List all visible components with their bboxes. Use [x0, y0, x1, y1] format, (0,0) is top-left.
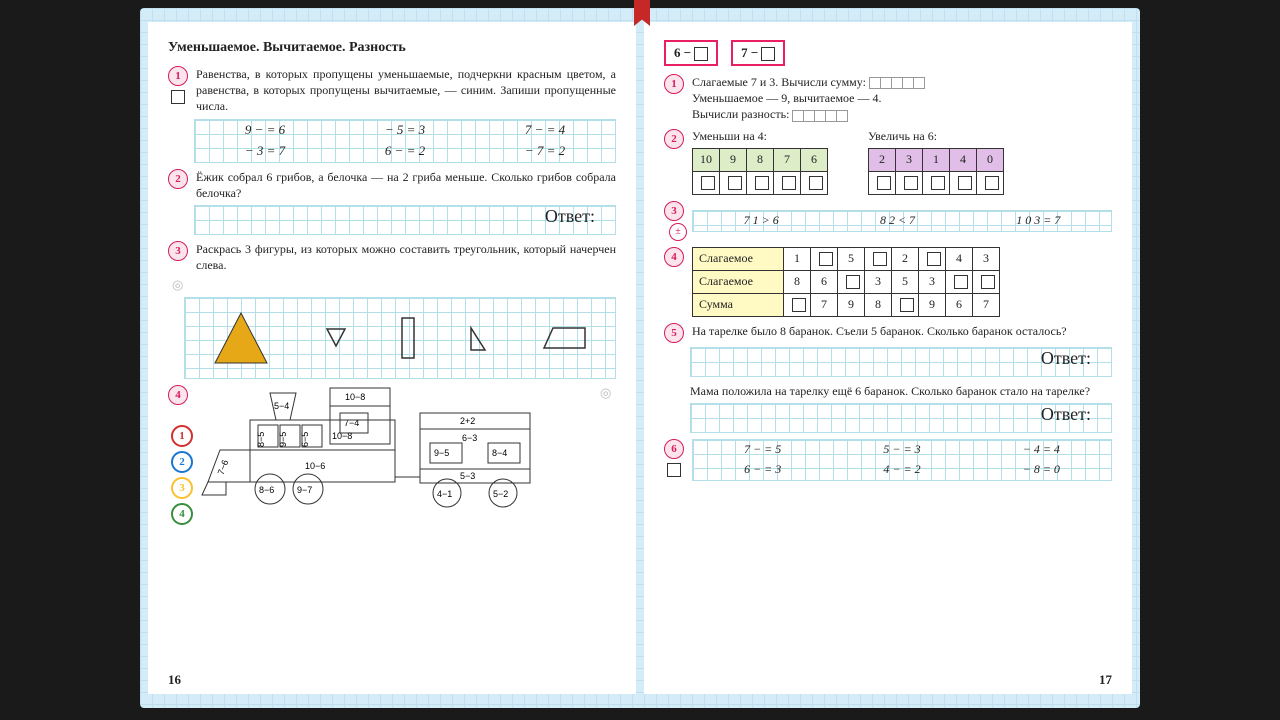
svg-text:8−4: 8−4 [492, 448, 507, 458]
r-num-2: 2 [664, 129, 684, 149]
svg-text:4−1: 4−1 [437, 489, 452, 499]
r-num-1: 1 [664, 74, 684, 94]
r-answer-2: Ответ: [690, 403, 1112, 433]
pencil-icon-2: ◎ [600, 385, 611, 527]
svg-text:10−8: 10−8 [332, 431, 352, 441]
r-num-4: 4 [664, 247, 684, 267]
pencil-icon: ◎ [172, 277, 616, 293]
page-num-right: 17 [1099, 672, 1112, 688]
triangle-filled-icon [211, 308, 271, 368]
triangle-small-icon [324, 326, 348, 350]
task-1: 1 Равенства, в которых пропущены уменьша… [168, 66, 616, 115]
viewer: Уменьшаемое. Вычитаемое. Разность 1 Раве… [0, 0, 1280, 720]
task-1-text: Равенства, в которых пропущены уменьшаем… [196, 66, 616, 115]
rectangle-icon [400, 316, 416, 360]
svg-text:8−5: 8−5 [256, 432, 266, 447]
task-3: 3 Раскрась 3 фигуры, из которых можно со… [168, 241, 616, 273]
svg-text:9−5: 9−5 [278, 432, 288, 447]
r-num-5: 5 [664, 323, 684, 343]
svg-text:9−7: 9−7 [297, 485, 312, 495]
r-task-6: 6 7 − = 55 − = 3 − 4 = 4 6 − = 34 − = 2 … [664, 439, 1112, 481]
page-title: Уменьшаемое. Вычитаемое. Разность [168, 40, 616, 56]
svg-text:7−6: 7−6 [216, 459, 231, 477]
r-task-1: 1 Слагаемые 7 и 3. Вычисли сумму: Уменьш… [664, 74, 1112, 123]
header-box-2: 7 − [731, 40, 785, 66]
mini-boxes [792, 110, 848, 122]
addends-table: Слагаемое15243Слагаемое86353Сумма798967 [692, 247, 1000, 317]
page-num-left: 16 [168, 672, 181, 688]
svg-text:9−5: 9−5 [434, 448, 449, 458]
legend-3: 3 [171, 477, 193, 499]
train-figure: 5−4 10−8 7−4 8−5 9−5 6−5 10−8 10−6 7−6 8… [200, 385, 600, 515]
svg-text:5−3: 5−3 [460, 471, 475, 481]
legend-2: 2 [171, 451, 193, 473]
r-task-2: 2 Уменьши на 4: 109876 Увеличь на 6: 231… [664, 129, 1112, 195]
trapezoid-icon [541, 324, 589, 352]
right-triangle-icon [468, 323, 488, 353]
table-increase: 23140 [868, 148, 1004, 195]
task-num-1: 1 [168, 66, 188, 86]
shapes-box [184, 297, 616, 379]
task-num-2: 2 [168, 169, 188, 189]
r-answer-1: Ответ: [690, 347, 1112, 377]
checkbox[interactable] [667, 463, 681, 477]
task-3-text: Раскрась 3 фигуры, из которых можно сост… [196, 241, 616, 273]
svg-text:5−2: 5−2 [493, 489, 508, 499]
task-num-4: 4 [168, 385, 188, 405]
legend-1: 1 [171, 425, 193, 447]
svg-text:10−6: 10−6 [305, 461, 325, 471]
task-2-text: Ёжик собрал 6 грибов, а белочка — на 2 г… [196, 169, 616, 201]
svg-text:5−4: 5−4 [274, 401, 289, 411]
r-task-5b: Мама положила на тарелку ещё 6 баранок. … [664, 383, 1112, 399]
bookmark-icon[interactable] [634, 0, 650, 26]
svg-text:8−6: 8−6 [259, 485, 274, 495]
checkbox[interactable] [171, 90, 185, 104]
task-2: 2 Ёжик собрал 6 грибов, а белочка — на 2… [168, 169, 616, 201]
page-left: Уменьшаемое. Вычитаемое. Разность 1 Раве… [148, 22, 636, 694]
answer-label: Ответ: [195, 206, 615, 227]
mini-boxes [869, 77, 925, 89]
legend-4: 4 [171, 503, 193, 525]
svg-text:2+2: 2+2 [460, 416, 475, 426]
equations-1: 9 − = 6 − 5 = 37 − = 4 − 3 = 76 − = 2 − … [194, 119, 616, 163]
page-right: 6 − 7 − 1 Слагаемые 7 и 3. Вычисли сумму… [644, 22, 1132, 694]
book-spread: Уменьшаемое. Вычитаемое. Разность 1 Раве… [140, 8, 1140, 708]
task-num-3: 3 [168, 241, 188, 261]
table-decrease: 109876 [692, 148, 828, 195]
svg-text:6−5: 6−5 [300, 432, 310, 447]
svg-text:6−3: 6−3 [462, 433, 477, 443]
r-task-4: 4 Слагаемое15243Слагаемое86353Сумма79896… [664, 247, 1112, 317]
answer-line-1: Ответ: [194, 205, 616, 235]
header-box-1: 6 − [664, 40, 718, 66]
r-num-3: 3 [664, 201, 684, 221]
r-task-5: 5 На тарелке было 8 баранок. Съели 5 бар… [664, 323, 1112, 343]
r-task-3: 3 ± 7 1 > 68 2 < 71 0 3 = 7 [664, 201, 1112, 241]
svg-text:10−8: 10−8 [345, 392, 365, 402]
plus-minus-icon: ± [669, 223, 687, 241]
r-num-6: 6 [664, 439, 684, 459]
